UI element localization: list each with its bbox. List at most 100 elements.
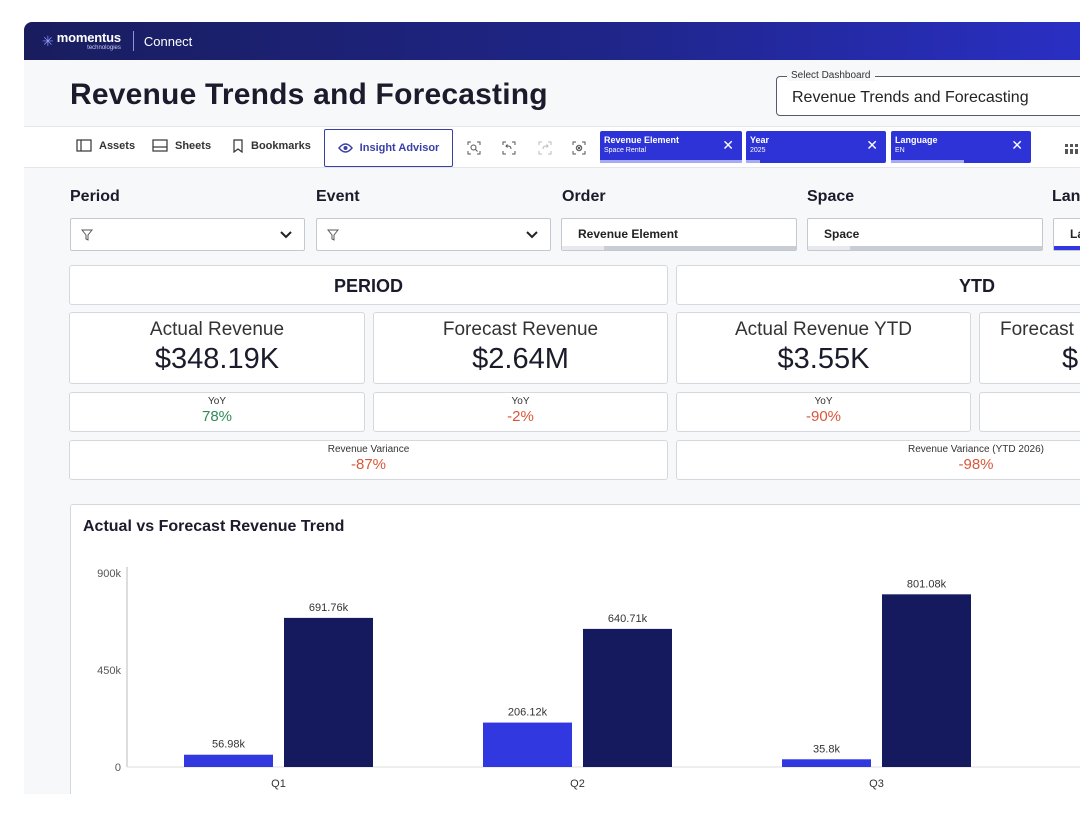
- actual-revenue-ytd-kpi[interactable]: Actual Revenue YTD $3.55K: [676, 312, 971, 384]
- kpi-value: $348.19K: [154, 343, 280, 375]
- period-section-header: PERIOD: [69, 265, 668, 305]
- sheets-label: Sheets: [175, 139, 212, 152]
- topbar-divider: [132, 31, 134, 51]
- selection-bar: [808, 246, 1042, 250]
- chevron-down-icon: [526, 231, 538, 239]
- top-bar: ✳ momentus technologies Connect: [24, 22, 1080, 60]
- asterisk-icon: ✳: [42, 32, 54, 49]
- insight-advisor-label: Insight Advisor: [359, 142, 440, 154]
- period-title: PERIOD: [333, 276, 403, 296]
- order-listbox[interactable]: Revenue Element: [561, 218, 797, 251]
- bar-actual-q1: [184, 754, 273, 767]
- assets-button[interactable]: Assets: [76, 139, 135, 152]
- page-title: Revenue Trends and Forecasting: [70, 78, 548, 111]
- smart-search-icon[interactable]: [467, 141, 481, 155]
- order-listbox-value: Revenue Element: [578, 227, 679, 241]
- selection-bar: [562, 246, 796, 250]
- forecast-yoy-kpi[interactable]: YoY -2%: [373, 392, 668, 432]
- language-listbox[interactable]: La: [1053, 218, 1080, 251]
- assets-label: Assets: [99, 139, 136, 152]
- x-tick-label: Q3: [869, 778, 884, 790]
- y-tick-label: 450k: [97, 665, 121, 677]
- sheets-button[interactable]: Sheets: [152, 139, 211, 152]
- kpi-label: Forecast Revenue: [442, 319, 599, 340]
- revenue-variance-ytd-kpi[interactable]: Revenue Variance (YTD 2026) -98%: [676, 440, 1080, 480]
- bar-actual-q3: [782, 759, 871, 767]
- revenue-trend-chart-card[interactable]: Actual vs Forecast Revenue Trend 0 450k 90…: [70, 504, 1080, 794]
- variance-value: -98%: [958, 456, 994, 473]
- chip-selection-bar: [746, 160, 760, 163]
- data-label: 801.08k: [907, 578, 947, 590]
- chip-field: Year: [750, 135, 770, 145]
- period-dropdown[interactable]: [70, 218, 305, 251]
- space-listbox-value: Space: [824, 227, 860, 241]
- ytd-title: YTD: [959, 276, 995, 296]
- chip-value: 2025: [750, 147, 766, 154]
- actual-yoy-kpi[interactable]: YoY 78%: [69, 392, 365, 432]
- yoy-value: -90%: [805, 408, 842, 425]
- kpi-label: Actual Revenue: [149, 319, 285, 340]
- bar-forecast-q2: [583, 628, 672, 767]
- clear-selections-icon[interactable]: [572, 141, 586, 155]
- data-label: 35.8k: [813, 743, 840, 755]
- data-label: 56.98k: [212, 739, 246, 751]
- bar-forecast-q1: [284, 617, 373, 767]
- y-tick-label: 0: [115, 762, 121, 774]
- revenue-trend-chart[interactable]: 0 450k 900k 56.98k 691.76k Q1 206.12k 640.71k Q2…: [71, 505, 1080, 794]
- brand-subtitle: technologies: [87, 45, 121, 51]
- selection-bar: [1054, 246, 1080, 250]
- dashboard-select[interactable]: Select Dashboard Revenue Trends and Fore…: [776, 70, 1080, 116]
- order-filter-label: Order: [562, 188, 606, 205]
- sheet-icon: [152, 139, 168, 152]
- momentus-logo[interactable]: ✳ momentus technologies: [42, 31, 121, 51]
- chip-field: Language: [895, 135, 938, 145]
- selections-forward-icon[interactable]: [538, 141, 552, 155]
- kpi-value: $2.64M: [472, 343, 569, 375]
- selection-chip-language[interactable]: Language EN ✕: [891, 131, 1031, 163]
- selection-chip-year[interactable]: Year 2025 ✕: [746, 131, 886, 163]
- selections-list-icon[interactable]: [1064, 141, 1078, 155]
- data-label: 206.12k: [508, 707, 548, 719]
- app-window: ✳ momentus technologies Connect Revenue …: [24, 22, 1080, 794]
- brand-name: momentus: [56, 30, 121, 45]
- bookmark-icon: [233, 139, 243, 153]
- data-label: 691.76k: [309, 602, 349, 614]
- y-tick-label: 900k: [97, 568, 121, 580]
- bar-actual-q2: [483, 722, 572, 767]
- close-icon[interactable]: ✕: [722, 137, 734, 153]
- bookmarks-button[interactable]: Bookmarks: [232, 139, 311, 153]
- insight-icon: [337, 142, 353, 153]
- forecast-revenue-ytd-kpi[interactable]: Forecast $: [979, 312, 1080, 384]
- language-listbox-value: La: [1070, 227, 1080, 241]
- actual-ytd-yoy-kpi[interactable]: YoY -90%: [676, 392, 971, 432]
- chip-value: Space Rental: [604, 147, 647, 154]
- chart-title: Actual vs Forecast Revenue Trend: [83, 518, 345, 535]
- app-name: Connect: [143, 33, 193, 49]
- insight-advisor-button[interactable]: Insight Advisor: [324, 129, 453, 167]
- close-icon[interactable]: ✕: [1011, 137, 1023, 153]
- kpi-value: $3.55K: [777, 343, 870, 375]
- x-tick-label: Q2: [570, 778, 585, 790]
- actual-revenue-kpi[interactable]: Actual Revenue $348.19K: [69, 312, 365, 384]
- selection-chip-revenue-element[interactable]: Revenue Element Space Rental ✕: [600, 131, 742, 163]
- variance-label: Revenue Variance: [327, 444, 410, 455]
- event-dropdown[interactable]: [316, 218, 551, 251]
- yoy-value: -2%: [507, 408, 534, 425]
- close-icon[interactable]: ✕: [866, 137, 878, 153]
- toolbar: Assets Sheets Bookmarks Insight Advisor …: [24, 126, 1080, 168]
- space-listbox[interactable]: Space: [807, 218, 1043, 251]
- forecast-revenue-kpi[interactable]: Forecast Revenue $2.64M: [373, 312, 668, 384]
- revenue-variance-kpi[interactable]: Revenue Variance -87%: [69, 440, 668, 480]
- forecast-ytd-yoy-kpi[interactable]: [979, 392, 1080, 432]
- dashboard-select-value: Revenue Trends and Forecasting: [792, 89, 1029, 106]
- filter-icon: [81, 229, 93, 241]
- chevron-down-icon: [280, 231, 292, 239]
- bar-forecast-q3: [882, 594, 971, 767]
- chip-selection-bar: [891, 160, 964, 163]
- filter-icon: [327, 229, 339, 241]
- chip-selection-bar: [600, 160, 742, 163]
- yoy-value: 78%: [201, 408, 233, 425]
- dashboard-select-label: Select Dashboard: [787, 70, 875, 81]
- kpi-label: Actual Revenue YTD: [734, 319, 913, 340]
- selections-back-icon[interactable]: [502, 141, 516, 155]
